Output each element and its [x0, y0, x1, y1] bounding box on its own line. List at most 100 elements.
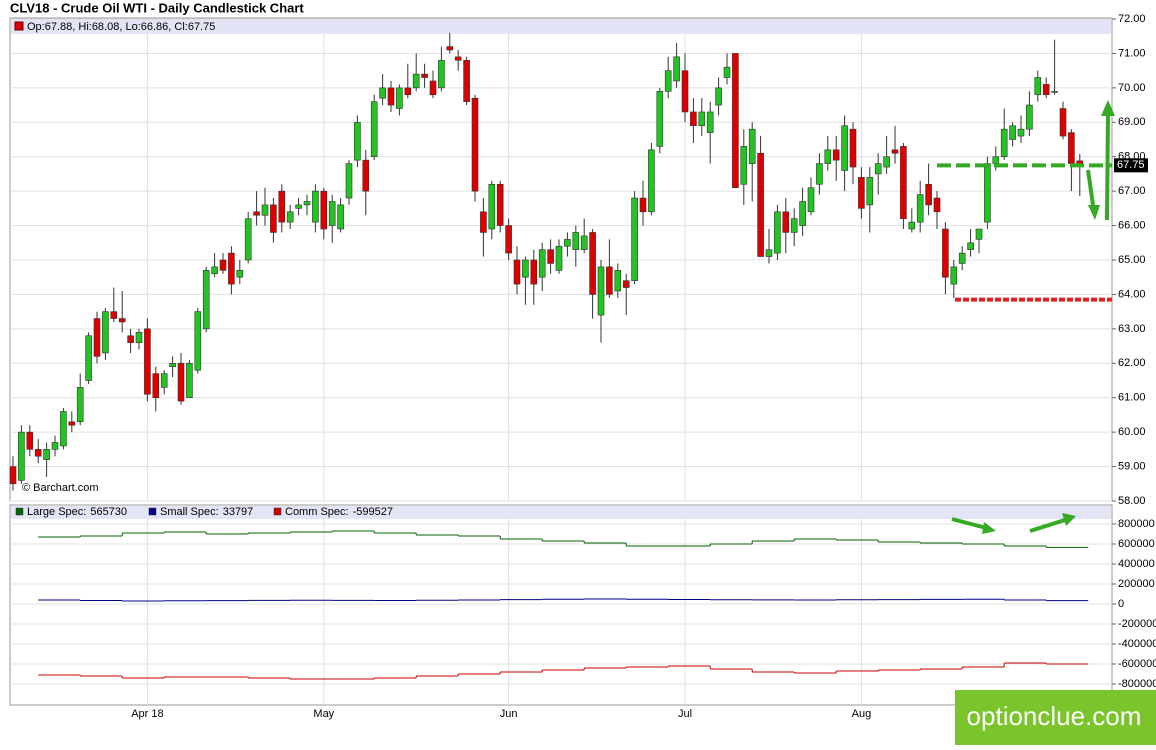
y-tick-label: -200000 — [1118, 618, 1156, 630]
candle-body — [1059, 108, 1067, 137]
x-tick-label: Apr 18 — [131, 708, 163, 720]
candle-body — [858, 177, 865, 209]
y-tick-label: 600000 — [1118, 538, 1155, 550]
candle-body — [648, 149, 655, 213]
candle-body — [631, 197, 638, 281]
arrow-head — [982, 522, 996, 534]
candle-body — [236, 270, 244, 278]
candle-body — [471, 97, 479, 192]
candle-body — [732, 53, 739, 188]
arrow — [1105, 111, 1110, 221]
candle-body — [404, 87, 412, 96]
watermark-box — [955, 690, 1156, 745]
candle-body — [975, 228, 983, 240]
price-header — [11, 19, 1111, 34]
candle-body — [538, 249, 546, 278]
y-tick-label: 64.00 — [1118, 288, 1146, 300]
candle-body — [606, 266, 613, 295]
candle-body — [908, 221, 916, 230]
candle-body — [522, 259, 529, 278]
candle-body — [816, 163, 823, 185]
price-tag — [1114, 158, 1148, 173]
candle-body — [320, 190, 328, 230]
candle-body — [219, 259, 227, 271]
candle-body — [244, 218, 252, 261]
chart-title: CLV18 - Crude Oil WTI - Daily Candlestic… — [10, 0, 304, 15]
candle-body — [958, 252, 966, 264]
candle-body — [202, 270, 210, 330]
candle-body — [1042, 84, 1050, 96]
candle-body — [673, 56, 680, 82]
candle-body — [580, 235, 588, 250]
candle-body — [547, 249, 554, 264]
candle-body — [278, 190, 286, 223]
candle-body — [85, 335, 92, 381]
candle-body — [312, 190, 319, 223]
marks — [9, 32, 1112, 680]
legend-name: Small Spec: — [160, 506, 219, 518]
y-tick-label: 200000 — [1118, 578, 1155, 590]
candle-body — [337, 204, 344, 230]
legend-name: Comm Spec: — [285, 506, 349, 518]
candle-body — [186, 362, 193, 399]
candle-body — [916, 194, 924, 223]
candle-body — [883, 156, 890, 168]
arrow — [1029, 517, 1069, 533]
ohlc-label: Op:67.88, Hi:68.08, Lo:66.86, Cl:67.75 — [27, 21, 215, 33]
arrow-head — [1088, 205, 1100, 220]
candle-body — [622, 280, 630, 288]
y-tick-label: 70.00 — [1118, 82, 1146, 94]
candle-body — [286, 211, 294, 223]
candle-body — [555, 245, 563, 271]
candle-body — [295, 204, 302, 209]
cot-header — [11, 506, 1111, 519]
arrow-head — [1062, 513, 1076, 526]
candle-body — [925, 183, 932, 206]
candle-body — [429, 80, 437, 96]
candle-body — [614, 270, 622, 292]
y-tick-label: 63.00 — [1118, 323, 1146, 335]
candle-body — [1034, 77, 1042, 96]
candle-body — [18, 431, 25, 481]
legend-entry: Small Spec: 33797 — [160, 506, 253, 518]
x-tick-label: Jul — [678, 708, 692, 720]
y-tick-label: 67.00 — [1118, 185, 1146, 197]
y-tick-label: 59.00 — [1118, 460, 1146, 472]
candle-body — [26, 431, 34, 450]
candle-body — [34, 449, 42, 457]
y-tick-label: 0 — [1118, 598, 1124, 610]
candle-body — [328, 201, 336, 226]
candle-body — [589, 232, 596, 295]
watermark: optionclue.com — [967, 701, 1142, 731]
arrow-head — [1101, 100, 1115, 116]
candle-body — [748, 128, 756, 164]
candle-body — [967, 242, 974, 250]
source: © Barchart.com — [22, 482, 99, 494]
candle-body — [656, 91, 664, 147]
candle-body — [782, 211, 790, 233]
y-tick-label: 61.00 — [1118, 392, 1146, 404]
candle-body — [194, 311, 202, 371]
ohlc-icon — [14, 21, 24, 31]
candle-body — [144, 328, 151, 395]
candle-body — [51, 442, 59, 450]
candle-body — [1051, 91, 1058, 93]
candle-body — [1017, 128, 1025, 137]
candle-body — [261, 204, 269, 216]
candle-body — [832, 149, 840, 161]
x-tick-label: Aug — [852, 708, 872, 720]
candle-body — [774, 211, 781, 254]
candle-body — [387, 87, 395, 106]
candle-body — [639, 197, 647, 213]
candle-body — [110, 311, 118, 319]
candle-body — [723, 66, 731, 78]
candle-body — [160, 373, 168, 388]
y-tick-label: 62.00 — [1118, 357, 1146, 369]
candle-body — [765, 249, 773, 257]
candle-body — [152, 373, 160, 399]
candle-body — [354, 121, 361, 161]
y-tick-label: 58.00 — [1118, 495, 1146, 507]
candle-body — [992, 156, 1000, 164]
candle-body — [933, 197, 941, 213]
